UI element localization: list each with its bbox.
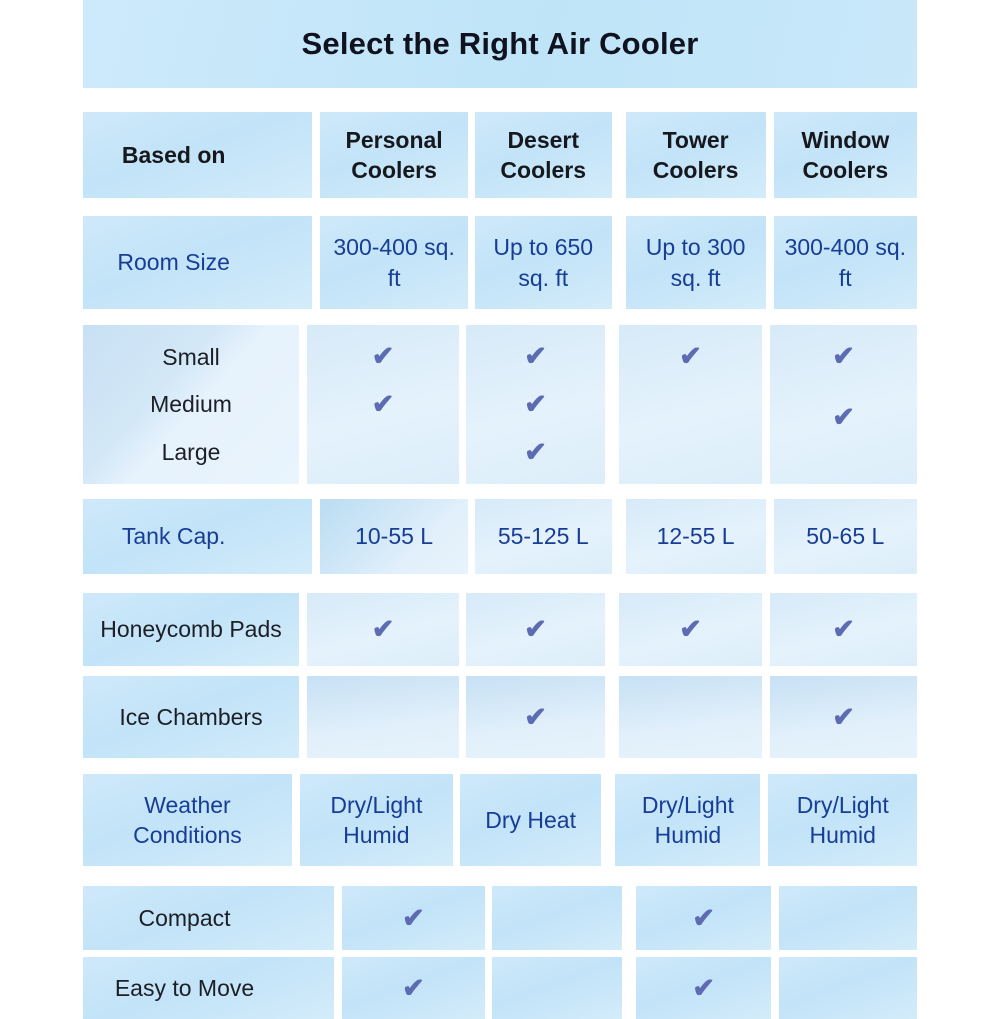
page-title: Select the Right Air Cooler: [301, 26, 699, 61]
size-label-medium: Medium: [150, 391, 232, 418]
weather-window: Dry/Light Humid: [768, 774, 917, 866]
check-icon: ✔: [679, 341, 702, 372]
row-honeycomb-pads: Honeycomb Pads ✔ ✔ ✔ ✔: [83, 593, 917, 666]
row-tank-capacity: Tank Cap. 10-55 L 55-125 L 12-55 L 50-65…: [83, 499, 917, 574]
tank-desert: 55-125 L: [474, 499, 612, 574]
room-size-window: 300-400 sq. ft: [773, 216, 917, 309]
easy-label: Easy to Move: [83, 957, 334, 1019]
check-icon: ✔: [832, 402, 855, 432]
title-band: Select the Right Air Cooler: [83, 0, 917, 88]
header-row: Based on Personal Coolers Desert Coolers…: [83, 112, 917, 198]
size-label-small: Small: [162, 343, 220, 370]
check-icon: ✔: [524, 341, 547, 372]
check-icon: ✔: [402, 972, 425, 1003]
weather-desert: Dry Heat: [459, 774, 602, 866]
header-personal-coolers: Personal Coolers: [320, 112, 468, 198]
check-icon: ✔: [524, 436, 547, 467]
check-icon: ✔: [371, 389, 395, 419]
check-icon: [619, 428, 762, 476]
room-size-label: Room Size: [83, 216, 313, 309]
check-icon: ✔: [832, 701, 855, 732]
tank-label: Tank Cap.: [83, 499, 313, 574]
row-weather-conditions: Weather Conditions Dry/Light Humid Dry H…: [83, 774, 917, 866]
check-icon: ✔: [692, 902, 715, 933]
check-icon: ✔: [524, 701, 547, 732]
header-tower-coolers: Tower Coolers: [625, 112, 766, 198]
header-desert-coolers: Desert Coolers: [474, 112, 612, 198]
honeycomb-label: Honeycomb Pads: [83, 593, 299, 666]
row-room-size: Room Size 300-400 sq. ft Up to 650 sq. f…: [83, 216, 917, 309]
room-size-personal: 300-400 sq. ft: [320, 216, 468, 309]
tank-personal: 10-55 L: [320, 499, 468, 574]
header-based-on: Based on: [83, 112, 313, 198]
sizes-window: ✔ ✔: [770, 325, 917, 484]
tank-tower: 12-55 L: [625, 499, 766, 574]
row-compact: Compact ✔ ✔: [83, 886, 917, 950]
compact-label: Compact: [83, 886, 334, 950]
check-icon: ✔: [832, 341, 855, 372]
check-icon: ✔: [402, 902, 425, 933]
comparison-table: Select the Right Air Cooler Based on Per…: [83, 0, 917, 1019]
row-easy-to-move: Easy to Move ✔ ✔: [83, 957, 917, 1019]
row-ice-chambers: Ice Chambers ✔ ✔: [83, 676, 917, 758]
check-icon: ✔: [524, 389, 547, 419]
check-icon: [619, 381, 762, 429]
check-icon: ✔: [832, 614, 855, 644]
check-icon: ✔: [371, 341, 395, 372]
weather-tower: Dry/Light Humid: [615, 774, 761, 866]
check-icon: [307, 428, 459, 476]
room-size-desert: Up to 650 sq. ft: [474, 216, 612, 309]
sizes-tower: ✔: [619, 325, 762, 484]
check-icon: ✔: [679, 614, 702, 644]
sizes-desert: ✔ ✔ ✔: [466, 325, 605, 484]
ice-label: Ice Chambers: [83, 676, 299, 758]
weather-label: Weather Conditions: [83, 774, 292, 866]
sizes-labels: Small Medium Large: [83, 325, 299, 484]
size-label-large: Large: [161, 439, 221, 465]
sizes-personal: ✔ ✔: [307, 325, 459, 484]
check-icon: ✔: [524, 614, 547, 644]
row-sizes: Small Medium Large ✔ ✔ ✔ ✔ ✔ ✔ ✔ ✔: [83, 325, 917, 484]
weather-personal: Dry/Light Humid: [299, 774, 453, 866]
tank-window: 50-65 L: [773, 499, 917, 574]
header-window-coolers: Window Coolers: [773, 112, 917, 198]
room-size-tower: Up to 300 sq. ft: [625, 216, 766, 309]
check-icon: ✔: [371, 614, 395, 644]
check-icon: ✔: [692, 972, 715, 1003]
